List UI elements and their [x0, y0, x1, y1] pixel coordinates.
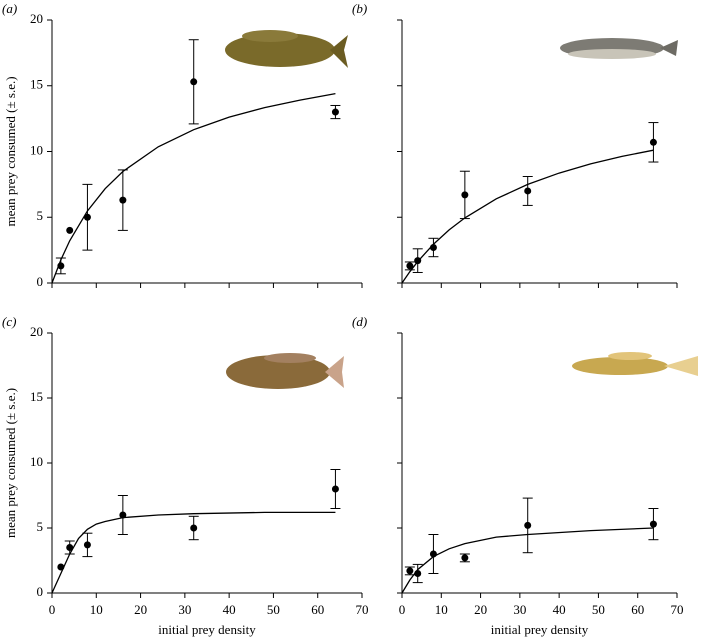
x-tick-label: 40 — [553, 602, 566, 617]
x-tick-label: 10 — [435, 602, 448, 617]
y-tick-label: 20 — [30, 11, 43, 26]
x-tick-label: 30 — [178, 602, 191, 617]
x-tick-label: 50 — [267, 602, 280, 617]
y-tick-label: 15 — [30, 389, 43, 404]
point — [190, 78, 198, 86]
point — [649, 138, 657, 146]
x-tick-label: 30 — [513, 602, 526, 617]
x-tick-label: 60 — [631, 602, 644, 617]
y-axis-label: mean prey consumed (± s.e.) — [3, 388, 18, 538]
y-tick-label: 10 — [30, 454, 43, 469]
x-tick-label: 20 — [474, 602, 487, 617]
fit-curve — [401, 149, 654, 284]
point — [524, 187, 532, 195]
fit-curve — [51, 93, 336, 284]
x-tick-label: 70 — [671, 602, 684, 617]
x-tick-label: 20 — [134, 602, 147, 617]
point — [461, 554, 469, 562]
y-tick-label: 20 — [30, 324, 43, 339]
x-tick-label: 0 — [49, 602, 56, 617]
y-tick-label: 0 — [37, 584, 44, 599]
point — [406, 567, 414, 575]
x-tick-label: 10 — [90, 602, 103, 617]
x-axis-label: initial prey density — [491, 622, 589, 637]
point — [66, 226, 74, 234]
fit-curve — [51, 511, 336, 594]
point — [119, 511, 127, 519]
panel-label: (c) — [2, 314, 16, 329]
x-tick-label: 70 — [356, 602, 369, 617]
x-tick-label: 40 — [223, 602, 236, 617]
point — [119, 196, 127, 204]
point — [331, 485, 339, 493]
panel-label: (d) — [352, 314, 367, 329]
x-tick-label: 0 — [399, 602, 406, 617]
x-axis-label: initial prey density — [158, 622, 256, 637]
panel-label: (b) — [352, 1, 367, 16]
y-tick-label: 10 — [30, 142, 43, 157]
x-tick-label: 60 — [311, 602, 324, 617]
fish-illustration — [225, 30, 348, 68]
fish-illustration — [572, 352, 698, 376]
y-tick-label: 15 — [30, 77, 43, 92]
fit-curve — [401, 527, 654, 594]
point — [66, 544, 74, 551]
point — [406, 262, 414, 270]
point — [524, 521, 532, 529]
fish-illustration — [226, 353, 344, 389]
point — [83, 541, 91, 549]
point — [190, 524, 198, 532]
y-axis-label: mean prey consumed (± s.e.) — [3, 76, 18, 226]
y-tick-label: 5 — [37, 208, 44, 223]
point — [83, 213, 91, 221]
fish-illustration — [560, 38, 678, 59]
point — [649, 520, 657, 528]
y-tick-label: 5 — [37, 519, 44, 534]
point — [331, 108, 339, 116]
panel-label: (a) — [2, 1, 17, 16]
y-tick-label: 0 — [37, 274, 44, 289]
point — [461, 191, 469, 199]
x-tick-label: 50 — [592, 602, 605, 617]
